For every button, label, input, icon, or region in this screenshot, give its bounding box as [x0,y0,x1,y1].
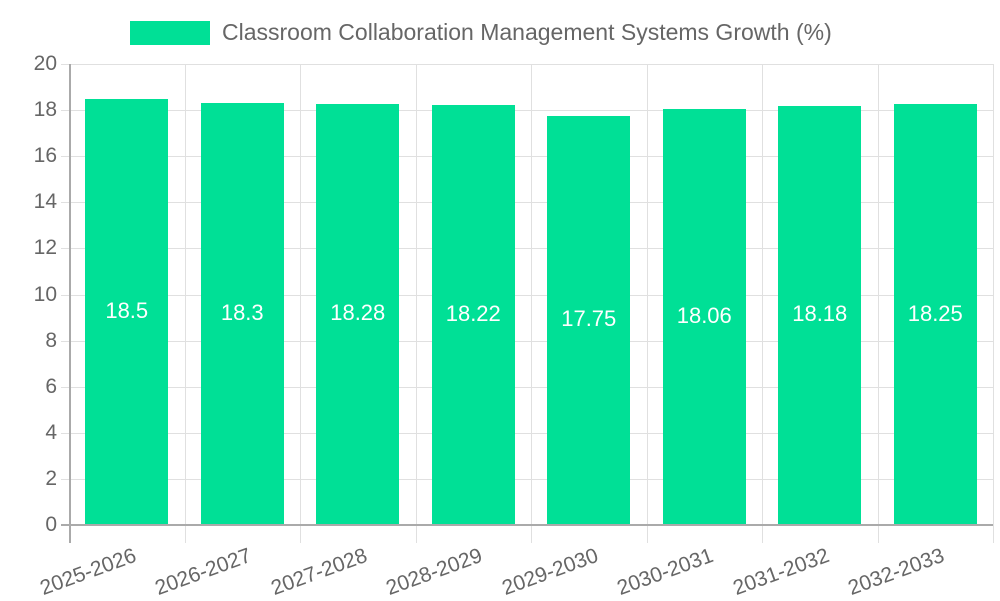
bar-2026-2027[interactable]: 18.3 [200,103,284,525]
gridline-horizontal [61,478,993,480]
bar-2032-2033[interactable]: 18.25 [893,104,977,525]
bar-2029-2030[interactable]: 17.75 [547,115,631,525]
y-tick-label: 16 [33,144,57,168]
y-tick-label: 0 [45,513,57,536]
gridline-vertical [762,64,763,543]
x-tick-label: 2028-2029 [383,544,486,600]
gridline-vertical [646,64,648,543]
bar-2031-2032[interactable]: 18.18 [778,105,862,525]
x-tick-label: 2032-2033 [845,544,948,600]
legend-label: Classroom Collaboration Management Syste… [222,19,832,45]
gridline-horizontal [61,110,993,112]
x-tick-label: 2031-2032 [729,544,833,600]
bar-2028-2029[interactable]: 18.22 [431,105,515,525]
y-tick-label: 14 [33,190,57,214]
y-tick-label: 6 [45,374,57,398]
y-axis [69,64,71,543]
bar-value-label: 18.28 [330,300,386,326]
gridline-horizontal [61,386,993,388]
x-tick-label: 2027-2028 [267,544,371,600]
gridline-horizontal [61,64,993,65]
bar-2025-2026[interactable]: 18.5 [85,98,169,525]
y-tick-label: 20 [33,52,57,75]
bar-2027-2028[interactable]: 18.28 [316,103,400,525]
bar-value-label: 18.22 [445,301,501,327]
gridline-horizontal [61,432,993,434]
y-tick-label: 12 [33,236,57,260]
bar-value-label: 18.06 [676,302,732,328]
gridline-horizontal [61,156,993,158]
legend-swatch [130,20,210,45]
gridline-vertical [184,64,186,543]
y-tick-label: 10 [33,282,57,306]
x-tick-label: 2029-2030 [498,544,602,600]
bar-value-label: 18.18 [792,301,848,327]
gridline-vertical [877,64,879,543]
plot-area: 0 2 4 6 8 10 12 14 16 18 20 18.5 2025-2026 18.3 2026-2… [34,52,994,600]
x-tick-label: 2030-2031 [614,544,717,600]
x-axis [61,524,993,526]
chart-legend[interactable]: Classroom Collaboration Management Syste… [130,19,832,46]
bar-value-label: 18.3 [220,300,264,326]
gridline-horizontal [61,202,993,204]
gridline-vertical [993,64,994,543]
x-tick-label: 2025-2026 [36,544,140,600]
gridline-vertical [300,64,301,543]
y-tick-label: 8 [45,328,57,352]
x-tick-label: 2026-2027 [152,544,255,600]
bar-2030-2031[interactable]: 18.06 [662,108,746,525]
bar-value-label: 18.5 [105,297,149,323]
y-tick-label: 18 [33,98,57,122]
gridline-vertical [531,64,532,543]
gridline-horizontal [61,340,993,342]
gridline-horizontal [61,294,993,296]
gridline-horizontal [61,248,993,250]
y-tick-label: 4 [45,420,57,444]
gridline-vertical [415,64,417,543]
bar-value-label: 18.25 [907,300,963,326]
y-tick-label: 2 [45,466,57,490]
bar-value-label: 17.75 [561,306,617,332]
